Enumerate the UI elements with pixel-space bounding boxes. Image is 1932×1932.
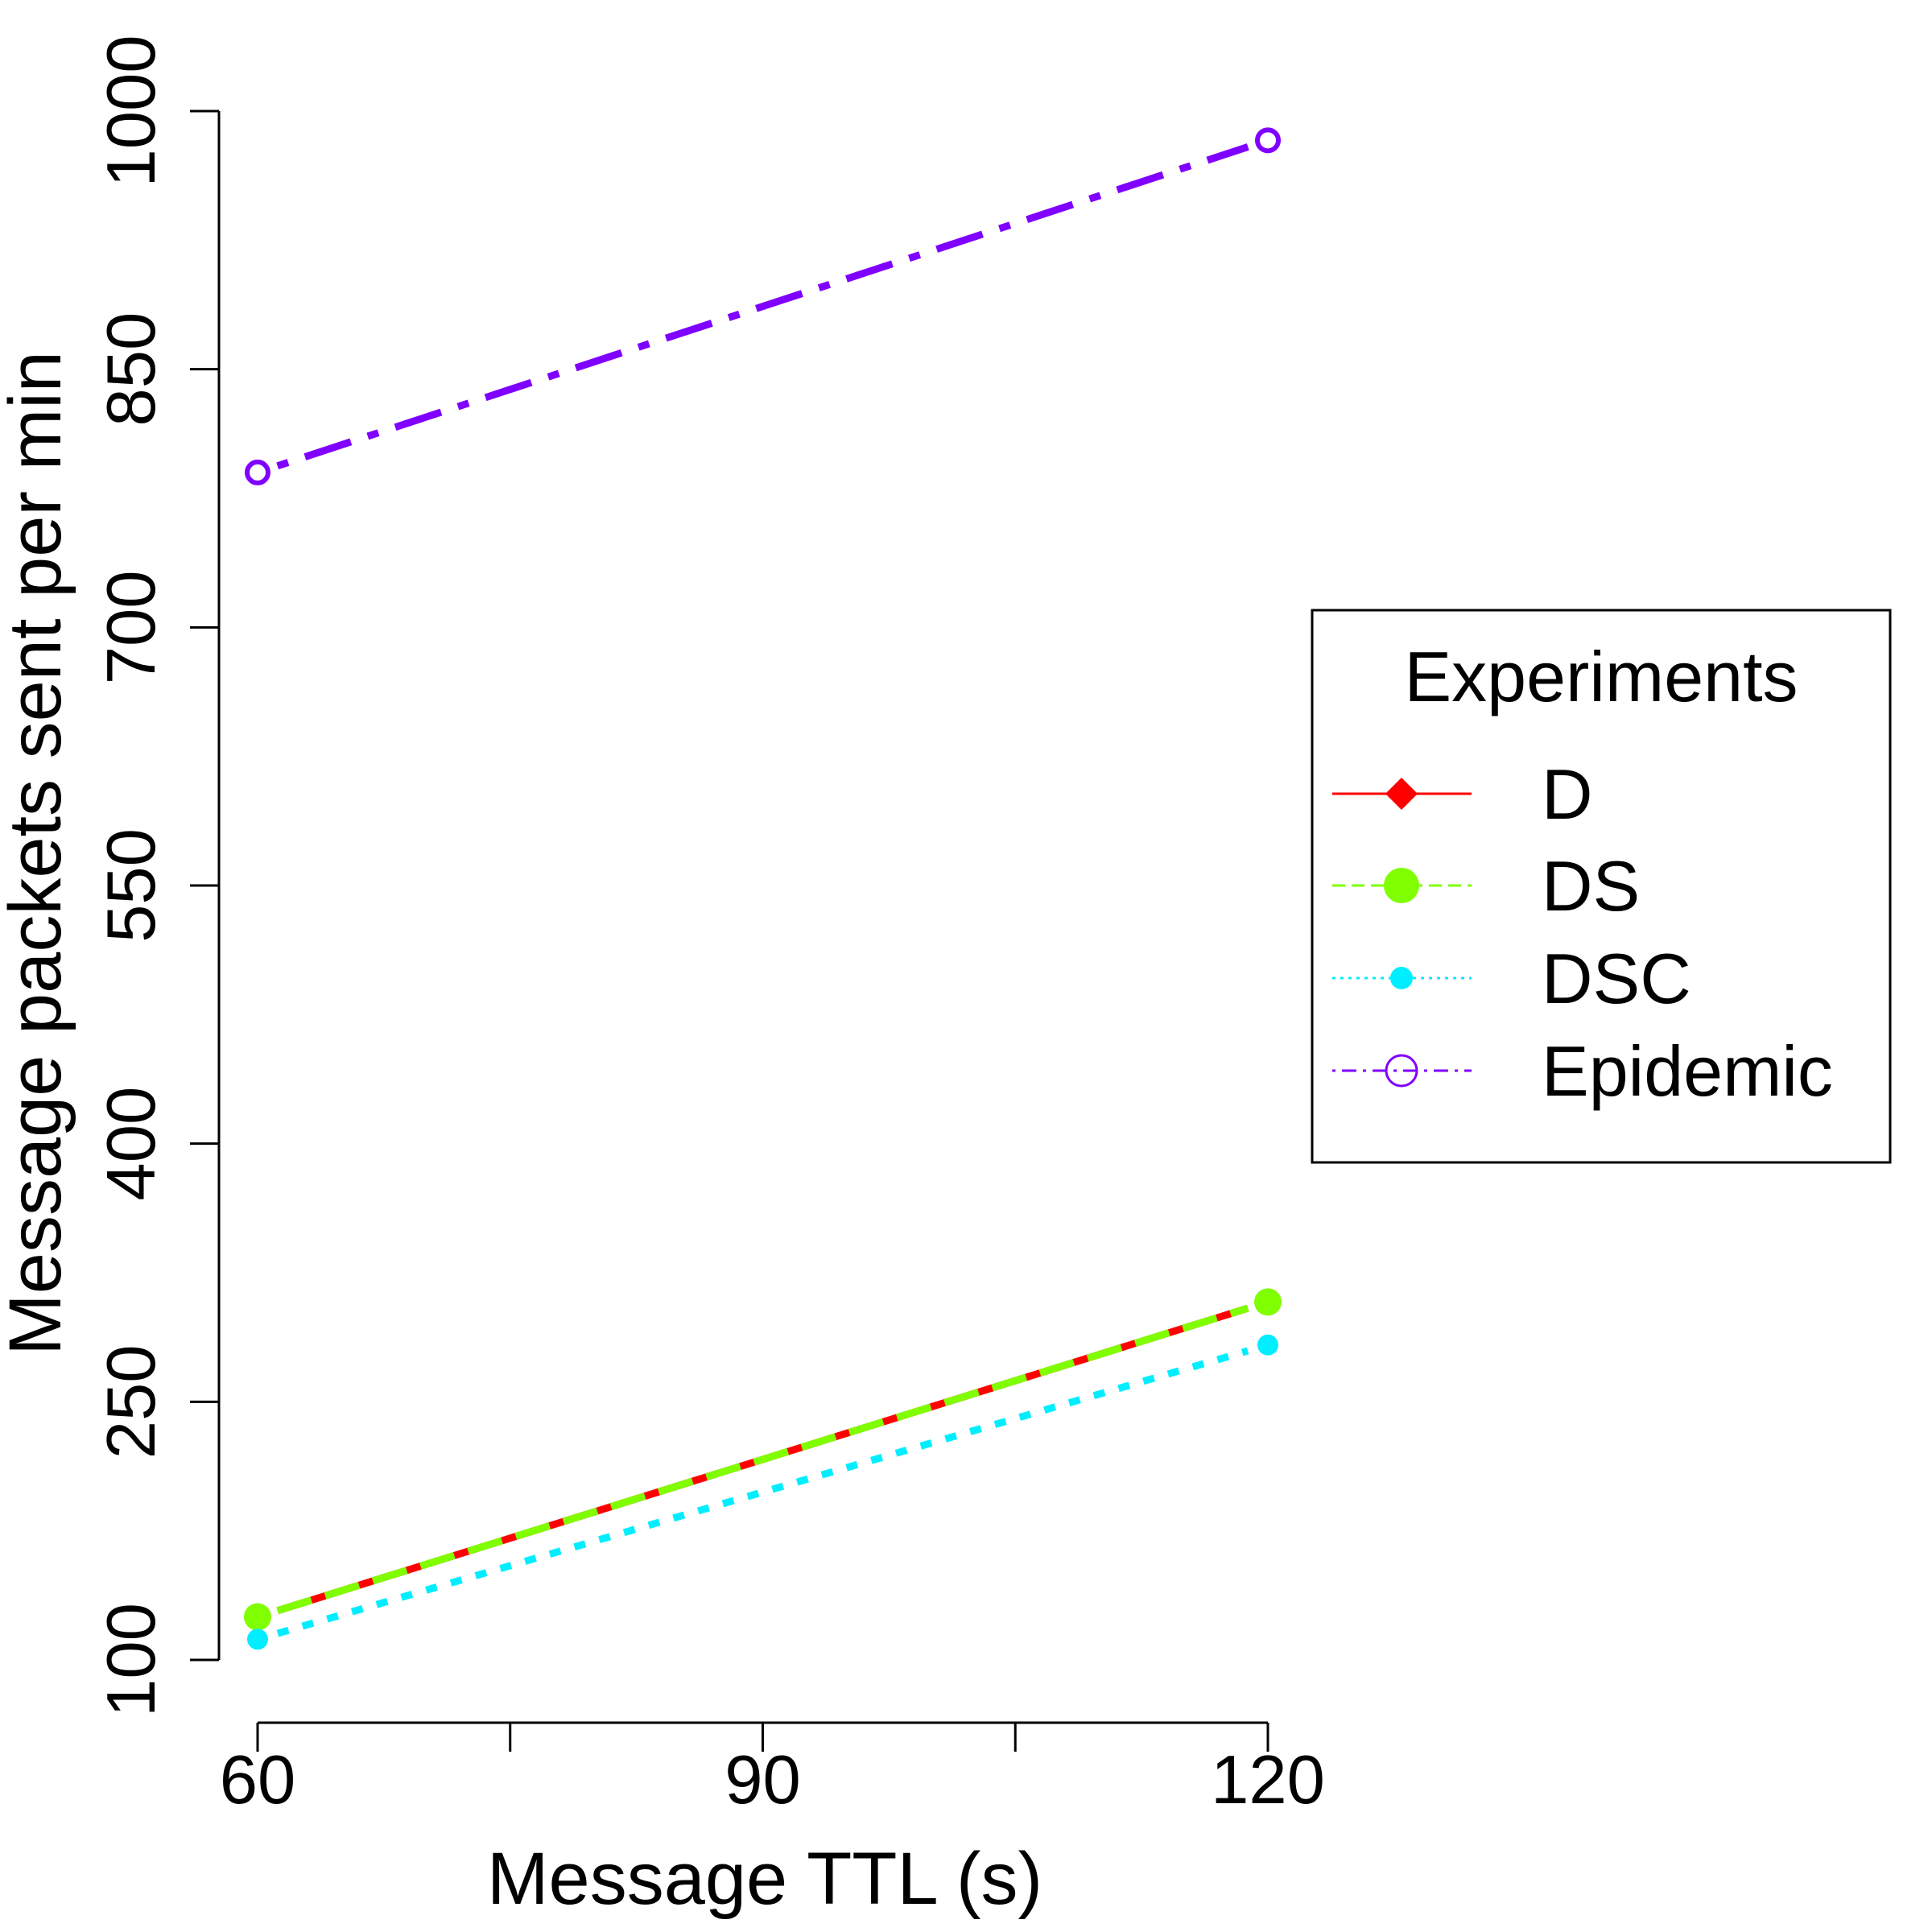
- legend-label: DSC: [1542, 939, 1691, 1018]
- legend-entry-dsc: DSC: [1332, 939, 1691, 1018]
- legend-swatch-marker: [1384, 868, 1419, 903]
- legend-swatch-marker: [1390, 967, 1413, 989]
- data-point: [1255, 127, 1281, 154]
- y-tick-label: 250: [93, 1344, 170, 1459]
- legend-swatch-marker: [1385, 1054, 1418, 1088]
- legend-label: DS: [1542, 846, 1640, 926]
- legend-label: Epidemic: [1542, 1031, 1833, 1111]
- legend-label: D: [1542, 754, 1593, 834]
- legend: Experiments D DS DSC Epidemic: [1311, 609, 1892, 1164]
- legend-entry-d: D: [1332, 754, 1593, 834]
- series-dsc: [247, 1334, 1278, 1650]
- series-ds: [244, 1288, 1282, 1631]
- y-axis-title: Message packets sent per min: [0, 351, 76, 1356]
- data-point: [247, 1629, 268, 1650]
- axes: 100 250 400 550 700 850 1000 60 90 120: [93, 35, 1325, 1818]
- y-tick-label: 700: [93, 570, 170, 684]
- legend-title: Experiments: [1404, 637, 1798, 716]
- y-tick-label: 400: [93, 1087, 170, 1201]
- y-tick-label: 100: [93, 1603, 170, 1717]
- y-tick-label: 1000: [93, 35, 170, 187]
- series-line: [276, 1304, 1249, 1615]
- series-epidemic: [245, 127, 1281, 485]
- series-line: [276, 1347, 1249, 1637]
- y-tick-label: 550: [93, 828, 170, 943]
- x-tick-label: 60: [220, 1742, 296, 1818]
- data-point: [1257, 1334, 1278, 1356]
- series-line: [276, 143, 1249, 470]
- legend-entry-ds: DS: [1332, 846, 1640, 926]
- data-point: [245, 459, 270, 485]
- data-point: [244, 1603, 271, 1631]
- x-tick-label: 90: [724, 1742, 801, 1818]
- legend-entry-epidemic: Epidemic: [1332, 1031, 1833, 1111]
- x-axis-title: Message TTL (s): [487, 1838, 1042, 1920]
- y-tick-label: 850: [93, 312, 170, 427]
- data-point: [1254, 1288, 1282, 1316]
- x-tick-label: 120: [1211, 1742, 1325, 1818]
- series-layer: [244, 127, 1282, 1650]
- legend-swatch-marker: [1385, 778, 1418, 810]
